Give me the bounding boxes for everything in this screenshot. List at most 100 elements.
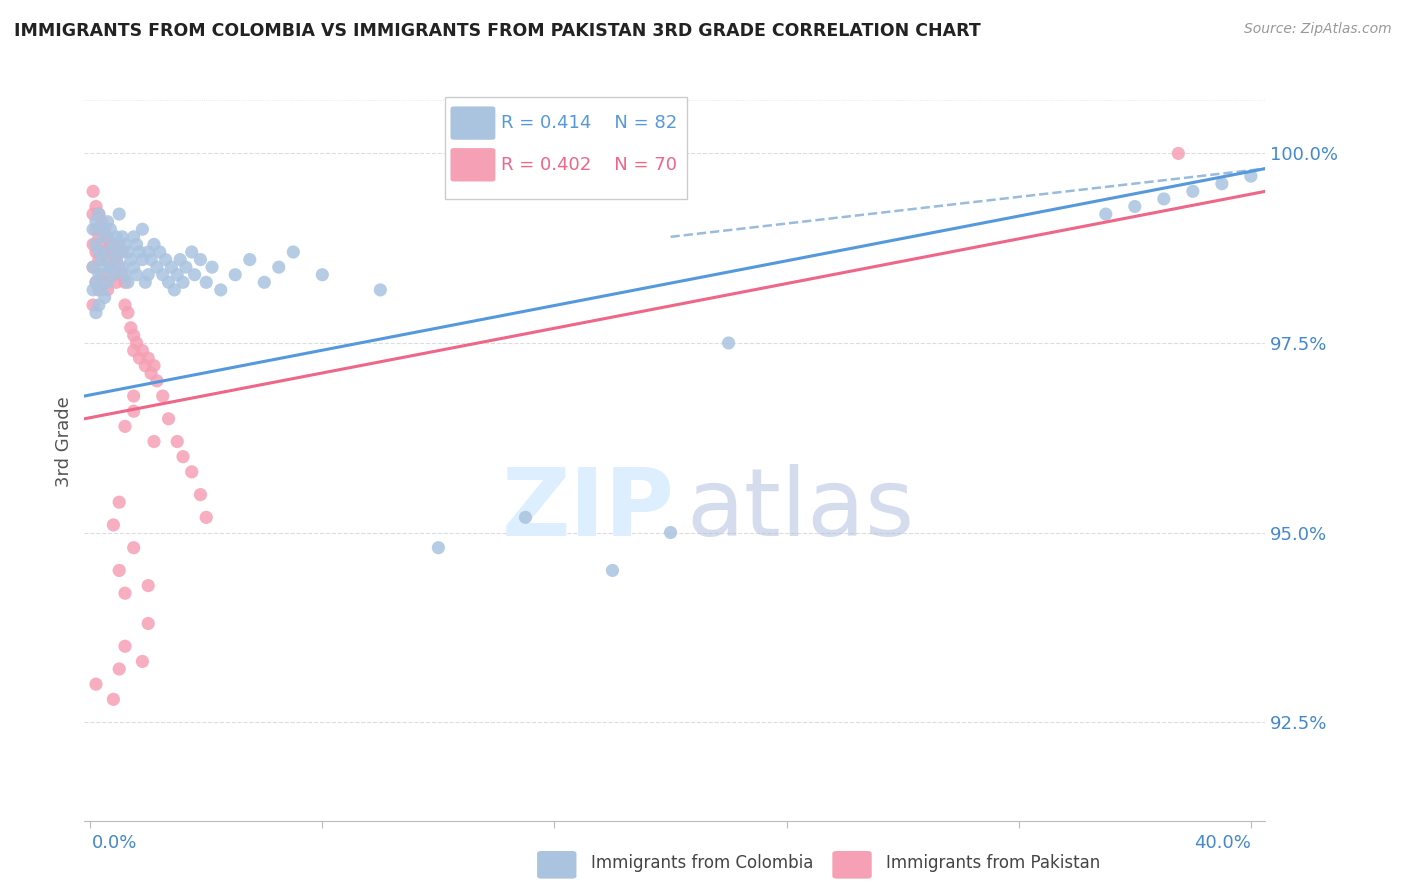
Text: ZIP: ZIP	[502, 464, 675, 556]
Y-axis label: 3rd Grade: 3rd Grade	[55, 396, 73, 487]
Point	[166, 434, 188, 449]
Point	[114, 298, 136, 312]
Point	[108, 245, 131, 260]
Point	[111, 268, 134, 282]
Point	[152, 268, 174, 282]
Text: R = 0.402    N = 70: R = 0.402 N = 70	[502, 156, 678, 174]
Point	[122, 230, 145, 244]
Point	[108, 237, 131, 252]
Point	[139, 252, 162, 267]
Point	[283, 245, 305, 260]
Point	[122, 404, 145, 418]
Point	[105, 252, 128, 267]
Point	[103, 237, 125, 252]
Point	[100, 260, 122, 275]
Point	[117, 306, 139, 320]
Point	[114, 268, 136, 282]
Point	[97, 283, 120, 297]
Point	[311, 268, 333, 282]
Point	[114, 640, 136, 654]
Point	[152, 389, 174, 403]
Point	[136, 351, 159, 366]
Text: 0.0%: 0.0%	[91, 834, 136, 852]
Point	[87, 245, 110, 260]
Point	[128, 351, 150, 366]
Point	[267, 260, 290, 275]
Point	[87, 230, 110, 244]
Point	[1167, 146, 1189, 161]
Point	[131, 655, 153, 669]
Point	[155, 252, 177, 267]
Point	[131, 343, 153, 358]
Point	[87, 283, 110, 297]
Point	[183, 268, 205, 282]
Point	[82, 237, 104, 252]
Point	[515, 510, 537, 524]
FancyBboxPatch shape	[450, 106, 495, 140]
Point	[108, 662, 131, 676]
Point	[1240, 169, 1263, 184]
Point	[122, 260, 145, 275]
Point	[128, 245, 150, 260]
Point	[108, 564, 131, 578]
Point	[93, 245, 115, 260]
Point	[134, 276, 156, 290]
Point	[93, 230, 115, 244]
Point	[93, 291, 115, 305]
Point	[90, 283, 112, 297]
Point	[114, 586, 136, 600]
Point	[87, 298, 110, 312]
Text: 40.0%: 40.0%	[1195, 834, 1251, 852]
Point	[125, 237, 148, 252]
Text: Immigrants from Pakistan: Immigrants from Pakistan	[886, 855, 1099, 872]
Point	[209, 283, 232, 297]
Point	[90, 222, 112, 236]
Text: IMMIGRANTS FROM COLOMBIA VS IMMIGRANTS FROM PAKISTAN 3RD GRADE CORRELATION CHART: IMMIGRANTS FROM COLOMBIA VS IMMIGRANTS F…	[14, 22, 981, 40]
Point	[105, 230, 128, 244]
Point	[84, 200, 107, 214]
Point	[195, 276, 218, 290]
Point	[157, 276, 180, 290]
Point	[97, 276, 120, 290]
Point	[239, 252, 262, 267]
Point	[160, 260, 183, 275]
Point	[97, 230, 120, 244]
Point	[149, 245, 172, 260]
Point	[111, 260, 134, 275]
Point	[253, 276, 276, 290]
Point	[190, 488, 212, 502]
Point	[100, 260, 122, 275]
Point	[172, 276, 194, 290]
Point	[90, 237, 112, 252]
Point	[87, 252, 110, 267]
Point	[103, 268, 125, 282]
Point	[427, 541, 450, 555]
Point	[82, 260, 104, 275]
Point	[143, 237, 166, 252]
Point	[90, 252, 112, 267]
FancyBboxPatch shape	[450, 148, 495, 181]
Point	[111, 230, 134, 244]
Point	[201, 260, 224, 275]
Text: Source: ZipAtlas.com: Source: ZipAtlas.com	[1244, 22, 1392, 37]
Point	[163, 283, 186, 297]
Point	[370, 283, 392, 297]
Point	[136, 579, 159, 593]
Point	[117, 245, 139, 260]
Point	[100, 222, 122, 236]
Point	[195, 510, 218, 524]
Point	[93, 276, 115, 290]
Point	[190, 252, 212, 267]
Point	[82, 298, 104, 312]
Point	[157, 412, 180, 426]
Point	[97, 252, 120, 267]
Point	[1153, 192, 1175, 206]
Point	[84, 215, 107, 229]
Point	[84, 222, 107, 236]
Point	[120, 321, 142, 335]
Point	[84, 237, 107, 252]
Point	[174, 260, 197, 275]
Point	[97, 245, 120, 260]
Point	[180, 465, 202, 479]
Point	[717, 336, 740, 351]
